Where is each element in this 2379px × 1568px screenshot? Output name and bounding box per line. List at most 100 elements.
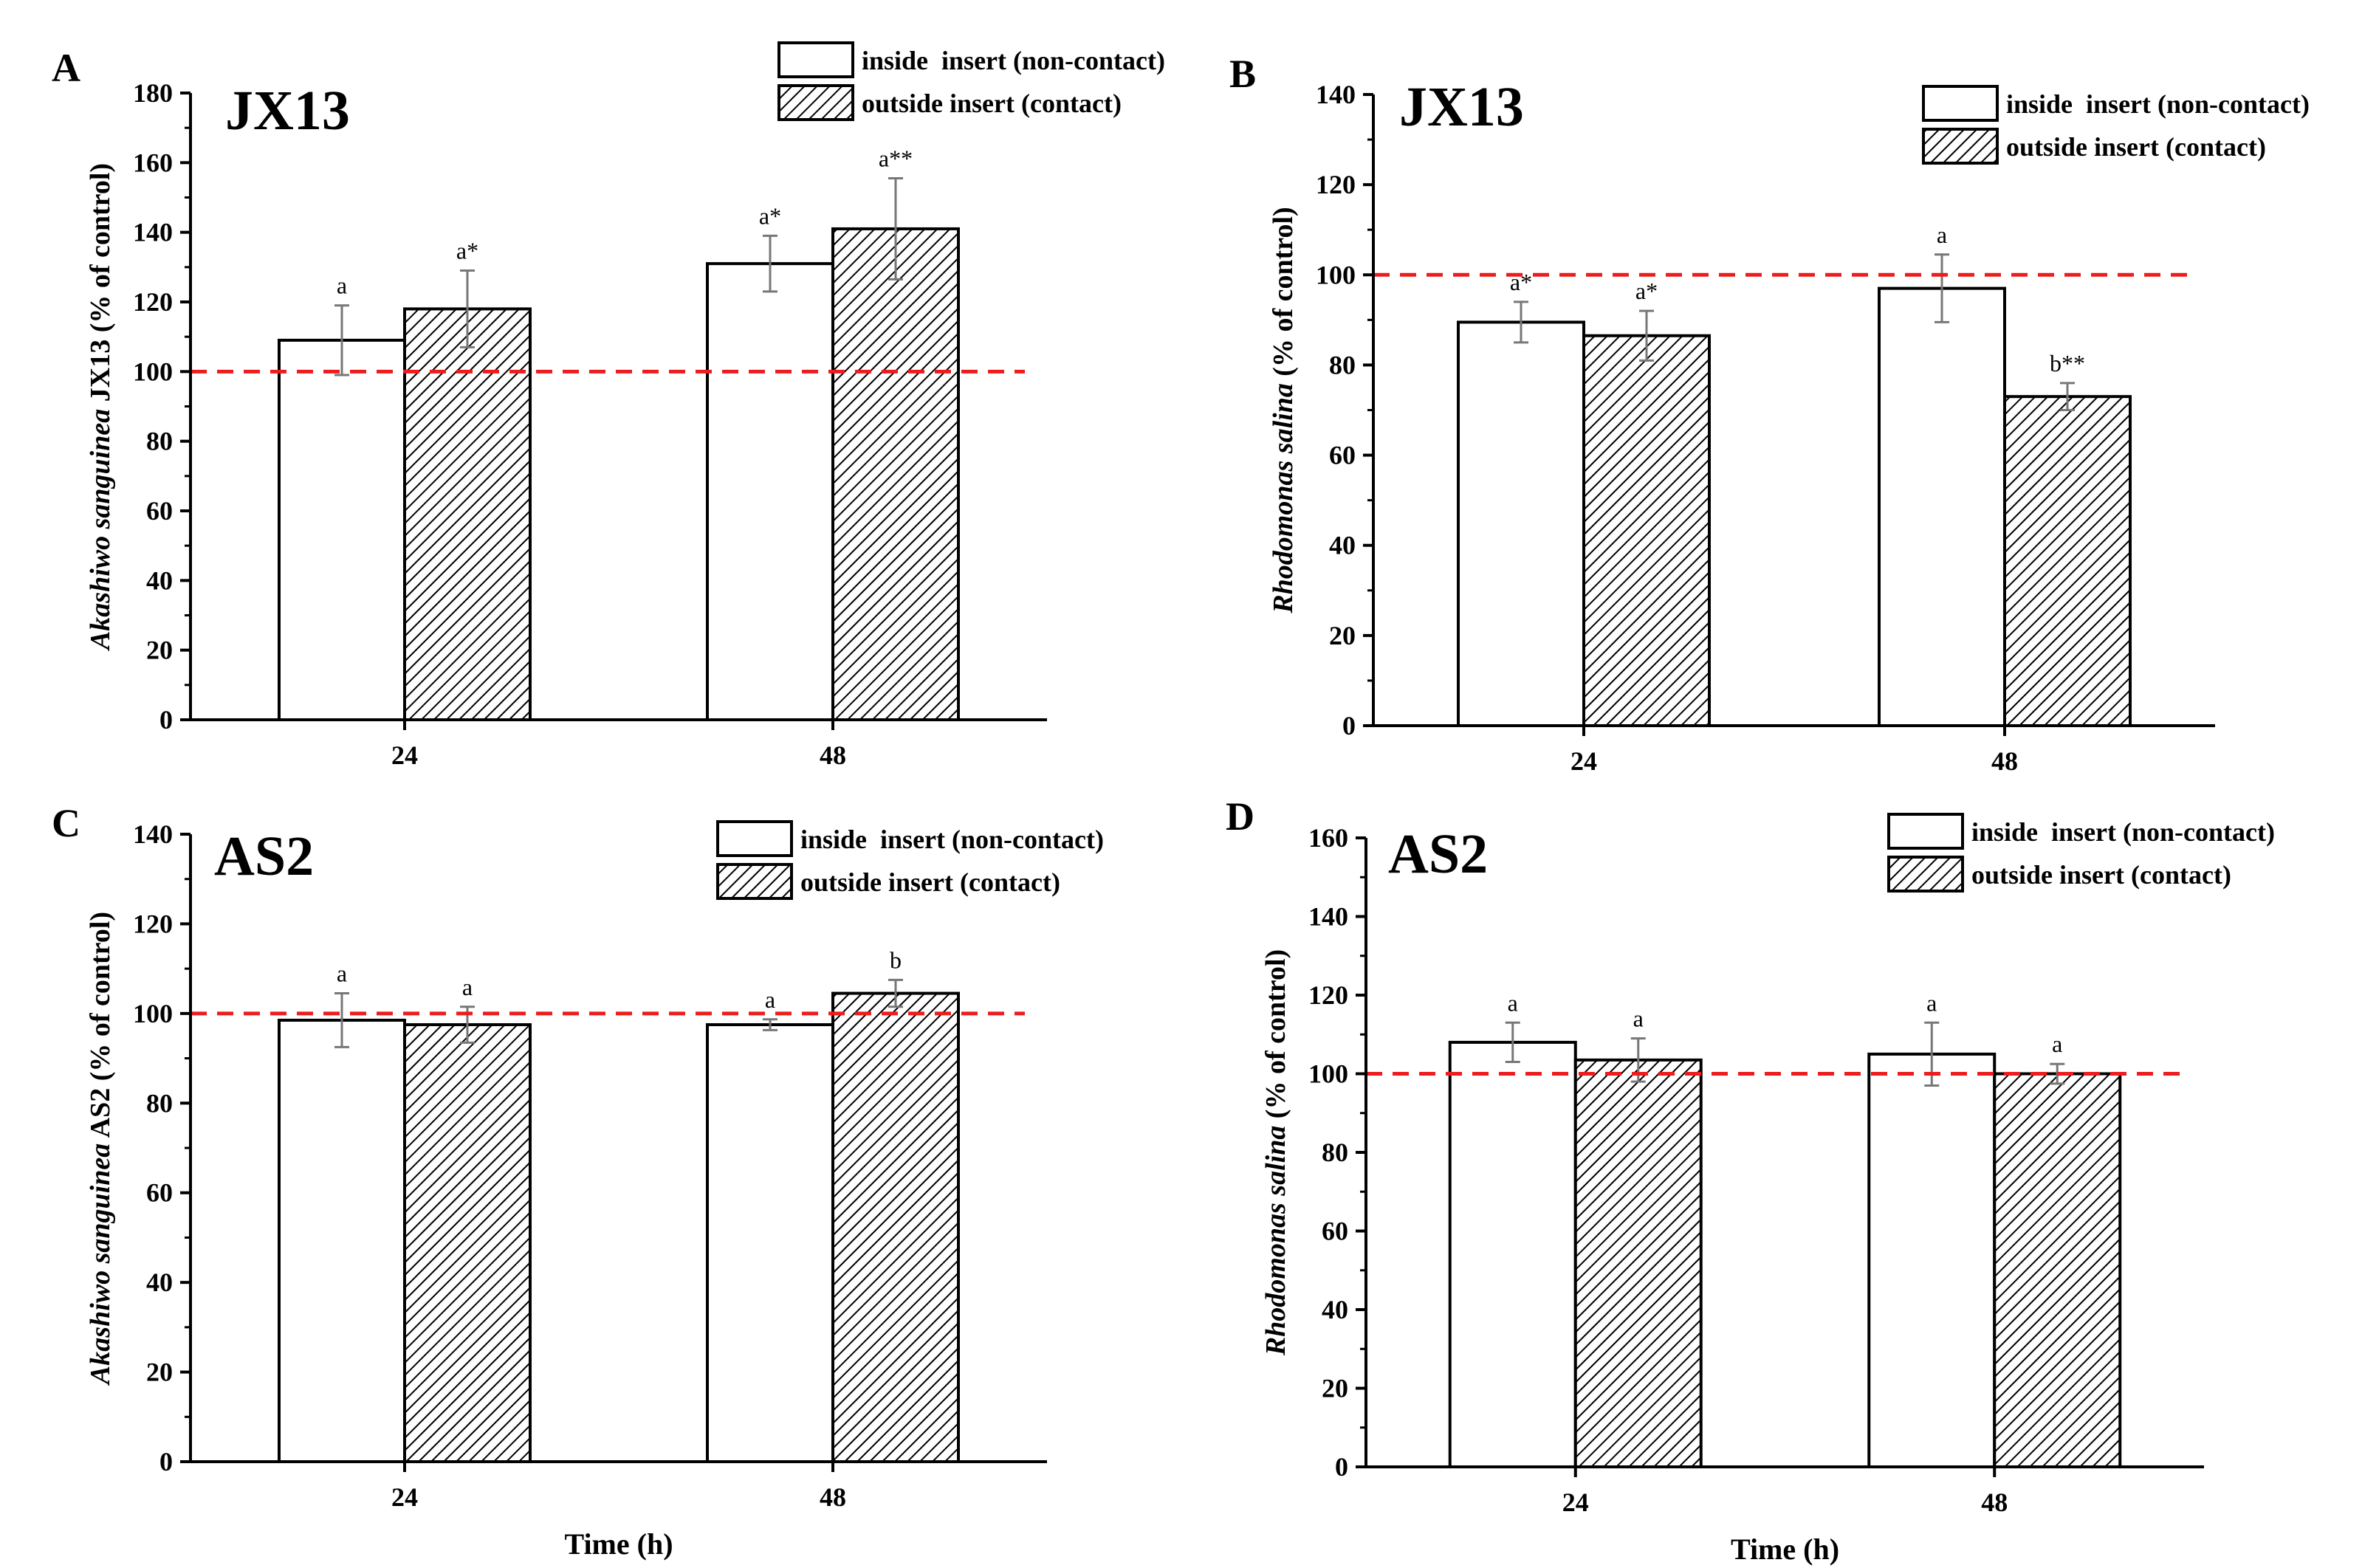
- panel-a-ylabel-species: Akashiwo sanguinea: [85, 409, 116, 651]
- panel-c-sig-label: a: [765, 986, 775, 1013]
- panel-d-legend-label-outside: outside insert (contact): [1971, 860, 2231, 890]
- panel-a-ytick-label: 0: [159, 705, 173, 735]
- panel-d-legend-swatch-outside: [1887, 856, 1964, 893]
- panel-a-ytick-label: 160: [133, 148, 173, 177]
- panel-b-xtick-label: 48: [1991, 746, 2018, 776]
- panel-b-ytick-label: 80: [1329, 350, 1356, 379]
- panel-b-sig-label: a: [1937, 221, 1947, 248]
- panel-a-xtick-label: 48: [820, 740, 846, 770]
- panel-a-ylabel: Akashiwo sanguinea JX13 (% of control): [85, 163, 116, 651]
- panel-c-xtick-label: 24: [391, 1482, 418, 1512]
- panel-b-xtick-label: 24: [1570, 746, 1597, 776]
- panel-b-title: JX13: [1399, 76, 1524, 138]
- panel-a-sig-label: a*: [456, 238, 478, 264]
- panel-b-ytick-label: 0: [1342, 711, 1356, 740]
- panel-a-bar-inside-24: [278, 338, 406, 721]
- panel-d-ytick-label: 80: [1322, 1138, 1348, 1167]
- panel-c-legend-label-inside: inside insert (non-contact): [800, 825, 1104, 854]
- panel-c-ylabel-species: Akashiwo sanguinea: [85, 1144, 116, 1386]
- panel-c-ytick-label: 120: [133, 909, 173, 938]
- panel-c-legend-label-outside: outside insert (contact): [800, 867, 1060, 897]
- panel-a-ytick-label: 140: [133, 218, 173, 247]
- panel-b-ytick-label: 100: [1316, 260, 1356, 289]
- panel-b-ytick-label: 40: [1329, 531, 1356, 560]
- panel-b-bar-outside-48: [2003, 395, 2132, 728]
- panel-a-sig-label: a*: [759, 202, 781, 229]
- panel-b-sig-label: a*: [1635, 278, 1658, 304]
- panel-c-xtick-label: 48: [820, 1482, 846, 1512]
- panel-b-sig-label: b**: [2050, 350, 2085, 376]
- panel-d-ytick-label: 0: [1335, 1452, 1348, 1482]
- panel-d-ylabel-unit: (% of control): [1260, 949, 1291, 1126]
- panel-c-ytick-label: 80: [146, 1088, 173, 1118]
- panel-b-legend-label-inside: inside insert (non-contact): [2006, 89, 2310, 119]
- panel-d-bar-outside-24: [1573, 1058, 1703, 1469]
- panel-d-ytick-label: 140: [1308, 902, 1348, 932]
- panel-d-letter: D: [1226, 794, 1254, 839]
- panel-a-letter: A: [52, 46, 80, 90]
- panel-a-legend-swatch-inside: [777, 41, 854, 78]
- panel-a-sig-label: a**: [879, 145, 913, 172]
- panel-d-sig-label: a: [1633, 1005, 1644, 1032]
- panel-c-xlabel: Time (h): [564, 1527, 673, 1561]
- panel-c-bar-inside-48: [706, 1023, 834, 1464]
- panel-d-ylabel-species: Rhodomonas salina: [1260, 1126, 1291, 1357]
- panel-c-ytick-label: 100: [133, 999, 173, 1028]
- panel-d-xtick-label: 24: [1562, 1488, 1589, 1517]
- panel-d-ytick-label: 60: [1322, 1217, 1348, 1246]
- panel-b-ylabel: Rhodomonas salina (% of control): [1268, 207, 1299, 613]
- panel-c-sig-label: a: [462, 974, 473, 1000]
- panel-a-ytick-label: 120: [133, 287, 173, 317]
- panel-b-bar-inside-24: [1457, 320, 1585, 727]
- panel-b-letter: B: [1229, 52, 1256, 96]
- panel-c-ytick-label: 0: [159, 1447, 173, 1476]
- panel-c-legend-swatch-inside: [716, 820, 793, 857]
- panel-c-title: AS2: [214, 825, 314, 887]
- panel-a-ytick-label: 180: [133, 78, 173, 108]
- panel-a-ytick-label: 80: [146, 427, 173, 456]
- panel-a-bar-outside-48: [831, 227, 960, 721]
- panel-b-ytick-label: 120: [1316, 170, 1356, 199]
- panel-b-ylabel-unit: (% of control): [1268, 207, 1299, 383]
- panel-c-ytick-label: 60: [146, 1178, 173, 1208]
- panel-d-bar-outside-48: [1993, 1072, 2122, 1468]
- panel-d-sig-label: a: [1508, 989, 1518, 1016]
- panel-b-legend-swatch-outside: [1922, 128, 1999, 165]
- panel-c: C AS2 0 20 40 60 80 100 120 140 Akashiwo sanguinea…: [52, 801, 1104, 1561]
- panel-c-ytick-label: 140: [133, 819, 173, 849]
- panel-d-sig-label: a: [1926, 989, 1937, 1016]
- panel-d-sig-label: a: [2052, 1031, 2062, 1057]
- panel-a-title: JX13: [225, 80, 350, 142]
- panel-a-ytick-label: 20: [146, 636, 173, 665]
- panel-a-xtick-label: 24: [391, 740, 418, 770]
- panel-a-ytick-label: 100: [133, 357, 173, 386]
- panel-b-ytick-label: 140: [1316, 80, 1356, 109]
- panel-b-legend-swatch-inside: [1922, 85, 1999, 122]
- panel-b-ylabel-species: Rhodomonas salina: [1268, 383, 1299, 614]
- panel-a-sig-label: a: [337, 272, 347, 299]
- panel-d-bar-inside-24: [1448, 1040, 1577, 1468]
- panel-a: A JX13 0 20 40 60 80 100 120 140 160 180 Akashiwo sa…: [52, 41, 1165, 770]
- panel-c-legend-swatch-outside: [716, 863, 793, 900]
- panel-a-legend-label-inside: inside insert (non-contact): [862, 46, 1165, 75]
- panel-d-xlabel: Time (h): [1731, 1533, 1839, 1566]
- panel-c-sig-label: b: [890, 946, 902, 973]
- panel-d-title: AS2: [1388, 823, 1488, 885]
- panel-c-bar-outside-48: [831, 991, 960, 1464]
- panel-d-legend-label-inside: inside insert (non-contact): [1971, 817, 2275, 847]
- panel-c-letter: C: [52, 801, 80, 845]
- panel-d-ylabel: Rhodomonas salina (% of control): [1260, 949, 1291, 1356]
- panel-c-sig-label: a: [337, 960, 347, 987]
- panel-d-bar-inside-48: [1867, 1052, 1997, 1468]
- panel-a-ytick-label: 60: [146, 496, 173, 526]
- panel-c-bar-outside-24: [403, 1023, 532, 1464]
- panel-b-legend-label-outside: outside insert (contact): [2006, 132, 2266, 162]
- panel-d: D AS2 0 20 40 60 80 100 120 140 160 Rhodomonas sali…: [1226, 794, 2275, 1566]
- panel-c-ylabel-unit: AS2 (% of control): [85, 912, 116, 1144]
- panel-c-ylabel: Akashiwo sanguinea AS2 (% of control): [85, 912, 116, 1386]
- panel-d-ytick-label: 120: [1308, 980, 1348, 1010]
- panel-d-xtick-label: 48: [1981, 1488, 2008, 1517]
- panel-a-legend-swatch-outside: [777, 84, 854, 121]
- panel-a-legend-label-outside: outside insert (contact): [862, 89, 1122, 118]
